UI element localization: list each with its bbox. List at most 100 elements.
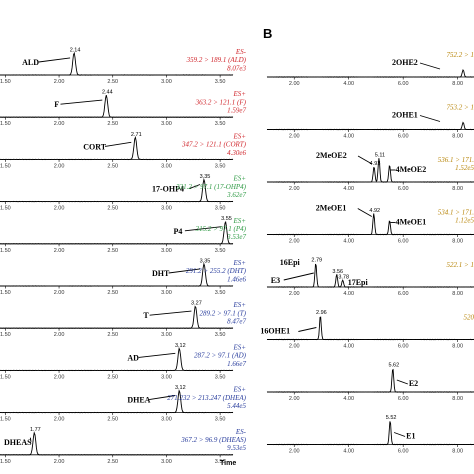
peak-rt-label: 2.14	[70, 47, 81, 53]
panel-b: B 2.00 4.00 6.00 8.00 2OHE2 752.2 > 1 2.00 4.00…	[260, 26, 474, 455]
x-tick-label: 3.00	[161, 332, 172, 338]
mrm-annotation: 271.232 > 213.247 (DHEA)	[167, 394, 246, 402]
mrm-annotation: 367.2 > 96.9 (DHEAS)	[180, 436, 246, 444]
x-tick-label: 2.50	[107, 290, 118, 296]
label-arrow	[419, 62, 441, 70]
mrm-annotation: 315.2 > 97.1 (P4)	[195, 225, 247, 233]
x-tick-label: 3.50	[215, 163, 226, 169]
label-arrow	[393, 432, 406, 437]
label-arrow	[283, 272, 314, 281]
mrm-annotation: ES+	[233, 259, 247, 267]
label-arrow	[357, 208, 372, 217]
x-tick-label: 2.00	[54, 332, 65, 338]
x-tick-label: 3.50	[215, 121, 226, 127]
trace-f: 1.50 2.00 2.50 3.00 3.50 2.44 F ES+363.2 > 121.…	[0, 90, 247, 127]
x-tick-label: 3.00	[161, 459, 172, 465]
mrm-annotation: 8.47e7	[227, 318, 246, 326]
x-tick-label: 8.00	[452, 81, 463, 87]
mrm-annotation: ES+	[233, 217, 247, 225]
x-tick-label: 1.50	[0, 79, 11, 85]
x-tick-label: 2.00	[289, 291, 300, 297]
x-tick-label: 4.00	[343, 134, 354, 140]
x-tick-label: 2.00	[289, 344, 300, 350]
peak-rt-label: 3.56	[332, 269, 343, 275]
x-tick-label: 4.00	[343, 291, 354, 297]
compound-label: 4MeOE2	[396, 165, 427, 174]
mrm-annotation: 1.52e5	[455, 164, 474, 172]
trace-line	[266, 263, 474, 288]
compound-label: 16Epi	[280, 258, 301, 267]
x-tick-label: 1.50	[0, 332, 11, 338]
trace-line	[0, 262, 234, 287]
label-arrow	[357, 155, 373, 165]
mrm-annotation: ES+	[233, 90, 247, 98]
trace-p4: 1.50 2.00 2.50 3.00 3.50 3.55 P4 ES+315.2 > 97.…	[0, 216, 247, 254]
peak-rt-label: 2.96	[316, 310, 327, 316]
trace-line	[266, 316, 474, 341]
x-tick-label: 1.50	[0, 121, 11, 127]
mrm-annotation: 8.07e3	[227, 64, 246, 72]
trace-b-1: 2.00 4.00 6.00 8.00 2OHE1 753.2 > 1	[266, 104, 474, 140]
trace-ad: 1.50 2.00 2.50 3.00 3.50 3.12 AD ES+287.2 > 97.…	[0, 343, 247, 380]
x-tick-label: 6.00	[398, 134, 409, 140]
trace-b-6: 2.00 4.00 6.00 8.00 5.62 E2	[266, 363, 474, 402]
x-tick-label: 6.00	[398, 344, 409, 350]
label-arrow	[419, 115, 441, 122]
peak-rt-label: 5.62	[388, 363, 399, 369]
label-arrow	[168, 268, 201, 274]
compound-label: DHEA	[127, 396, 150, 405]
x-tick-label: 3.50	[215, 290, 226, 296]
compound-label: 16OHE1	[260, 327, 290, 336]
x-tick-label: 4.00	[343, 449, 354, 455]
x-tick-label: 3.50	[215, 459, 226, 465]
mrm-annotation: 753.2 > 1	[447, 104, 474, 112]
mrm-annotation: 347.2 > 121.1 (CORT)	[181, 141, 247, 149]
compound-label: E1	[406, 432, 415, 441]
label-arrow	[184, 226, 222, 232]
trace-line	[266, 421, 474, 446]
trace-dheas: 1.50 2.00 2.50 3.00 3.50 1.77 DHEAS ES-367.2 > …	[0, 427, 247, 465]
x-tick-label: 6.00	[398, 449, 409, 455]
x-tick-label: 2.50	[107, 459, 118, 465]
label-arrow	[138, 352, 176, 358]
peak-rt-label: 5.11	[375, 153, 385, 159]
x-tick-label: 2.00	[289, 239, 300, 245]
trace-b-3: 2.00 4.00 6.00 8.00 4.92 2MeOE1 4MeOE1 534.1 > …	[266, 204, 474, 245]
x-tick-label: 3.50	[215, 248, 226, 254]
x-tick-label: 4.00	[343, 344, 354, 350]
mrm-annotation: 289.2 > 97.1 (T)	[199, 309, 246, 317]
x-tick-label: 3.50	[215, 79, 226, 85]
compound-label: E3	[271, 276, 280, 285]
mrm-annotation: 3.62e7	[226, 191, 246, 199]
x-tick-label: 2.00	[54, 163, 65, 169]
x-tick-label: 2.00	[289, 396, 300, 402]
x-tick-label: 8.00	[452, 239, 463, 245]
x-tick-label: 3.00	[161, 163, 172, 169]
x-tick-label: 3.00	[161, 290, 172, 296]
x-tick-label: 2.00	[54, 248, 65, 254]
peak-rt-label: 5.52	[386, 415, 397, 421]
x-tick-label: 8.00	[452, 396, 463, 402]
trace-b-7: 2.00 4.00 6.00 8.00 5.52 E1	[266, 415, 474, 455]
x-tick-label: 4.00	[343, 396, 354, 402]
x-tick-label: 2.00	[289, 186, 300, 192]
x-tick-label: 3.00	[161, 79, 172, 85]
trace-b-2: 2.00 4.00 6.00 8.00 4.93 5.11 2MeOE2 4MeOE2 536.…	[266, 151, 474, 192]
x-tick-label: 3.00	[161, 417, 172, 423]
x-tick-label: 1.50	[0, 459, 11, 465]
peak-rt-label: 3.35	[200, 258, 211, 264]
trace-b-0: 2.00 4.00 6.00 8.00 2OHE2 752.2 > 1	[266, 51, 474, 87]
trace-line	[266, 121, 474, 131]
trace-dhea: 1.50 2.00 2.50 3.00 3.50 3.12 DHEA ES+271.232 >…	[0, 385, 247, 423]
compound-label: ALD	[22, 58, 39, 67]
x-tick-label: 2.00	[54, 79, 65, 85]
x-tick-label: 6.00	[398, 186, 409, 192]
mrm-annotation: ES+	[233, 301, 247, 309]
trace-line	[266, 69, 474, 78]
x-tick-label: 3.00	[161, 374, 172, 380]
mrm-annotation: 522.1 > 1	[447, 261, 474, 269]
peak-rt-label: 2.44	[102, 90, 113, 96]
x-tick-label: 3.50	[215, 206, 226, 212]
compound-label: 2MeOE1	[316, 204, 347, 213]
